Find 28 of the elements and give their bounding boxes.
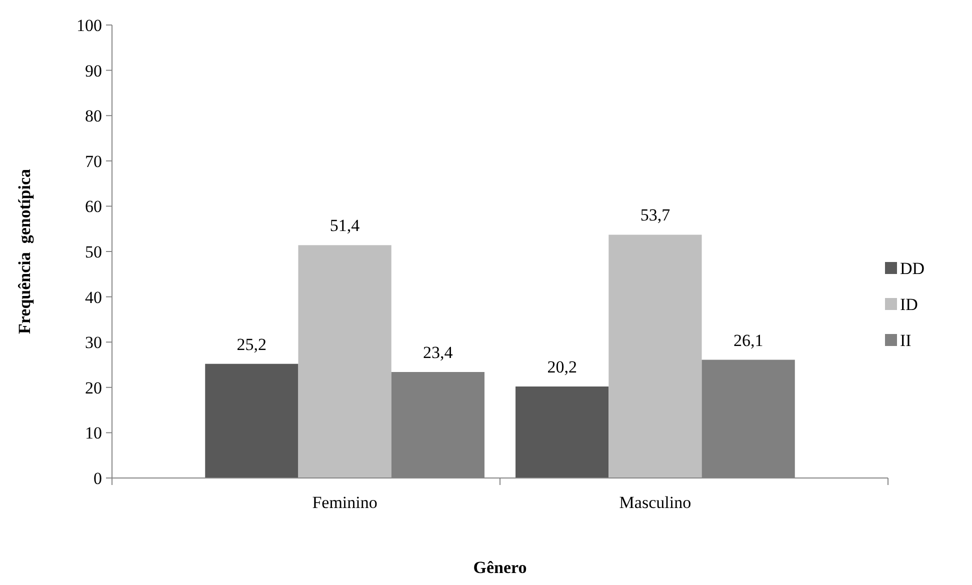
bar <box>608 234 702 478</box>
bar <box>516 386 609 478</box>
y-tick-label: 70 <box>85 152 102 171</box>
x-tick-label: Masculino <box>619 493 692 512</box>
data-label: 26,1 <box>733 330 764 350</box>
y-tick-label: 60 <box>85 197 102 216</box>
data-label: 53,7 <box>640 206 671 225</box>
y-tick-label: 0 <box>94 468 102 488</box>
legend-label: II <box>900 330 912 350</box>
data-label: 25,2 <box>236 334 267 354</box>
bar <box>205 364 298 478</box>
data-label: 20,2 <box>547 357 577 376</box>
legend-label: ID <box>900 294 918 314</box>
y-tick-label: 50 <box>85 242 102 262</box>
x-axis-title: Gênero <box>473 558 527 577</box>
y-tick-label: 30 <box>85 333 102 352</box>
y-tick-label: 100 <box>76 16 102 35</box>
y-tick-label: 40 <box>85 288 102 307</box>
y-tick-label: 20 <box>85 378 102 398</box>
y-tick-label: 90 <box>85 61 102 80</box>
y-tick-label: 80 <box>85 106 102 126</box>
bar <box>298 245 392 478</box>
data-label: 23,4 <box>423 343 454 362</box>
x-tick-label: Feminino <box>312 493 378 512</box>
data-label: 51,4 <box>330 216 360 236</box>
y-axis-title: Frequência genotípica <box>15 168 34 334</box>
y-tick-label: 10 <box>85 424 102 443</box>
legend-label: DD <box>900 258 925 278</box>
